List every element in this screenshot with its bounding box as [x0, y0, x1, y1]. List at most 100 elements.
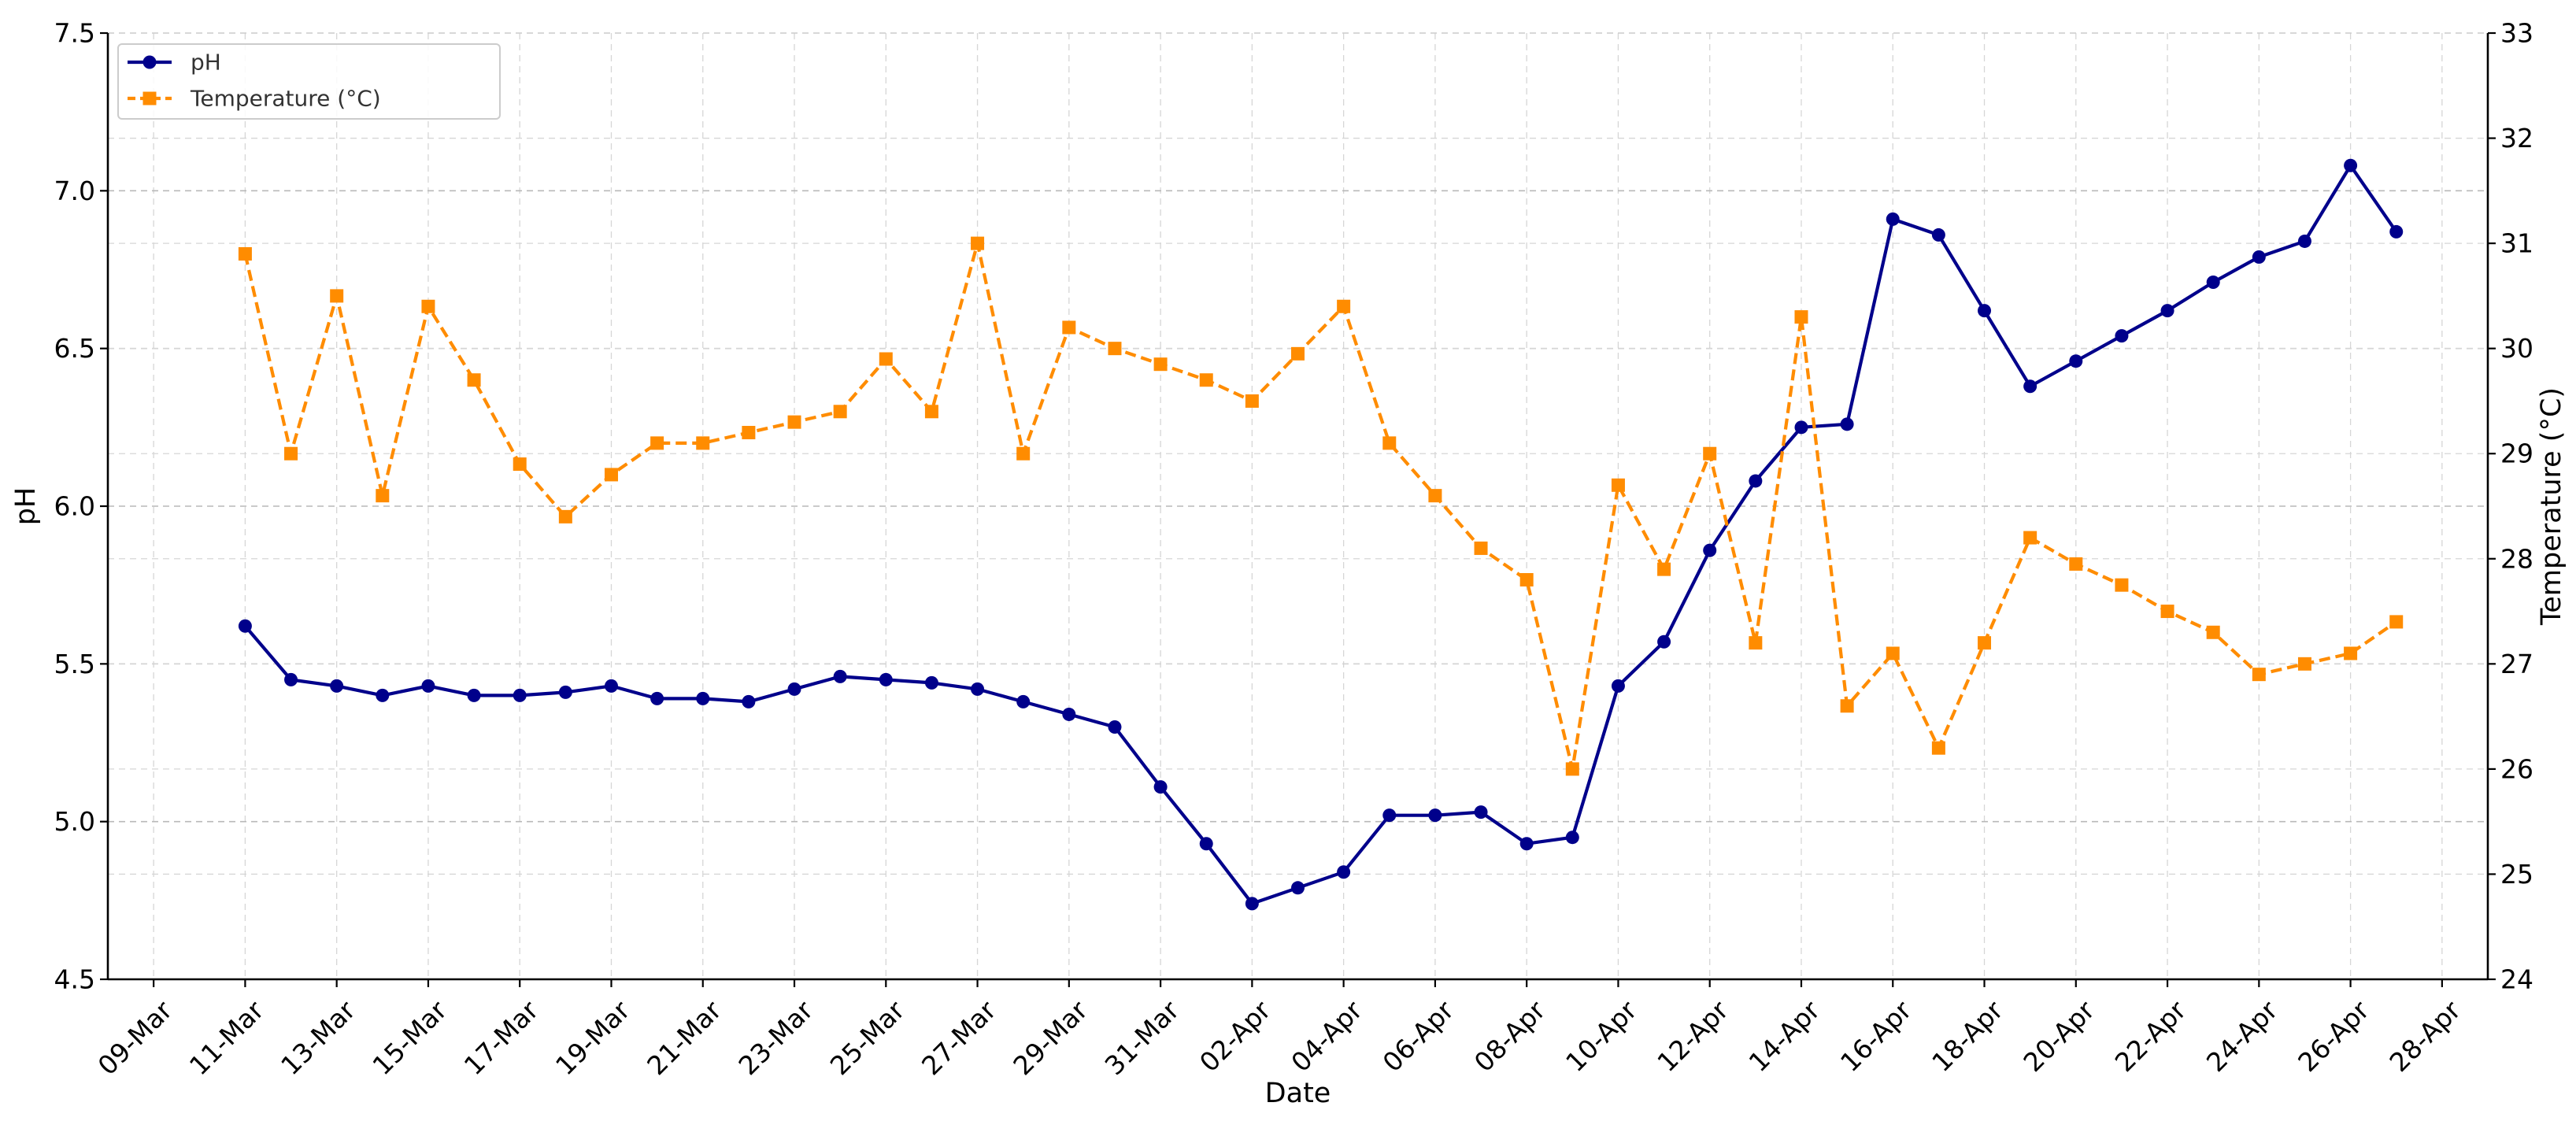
y-left-tick-label: 7.5	[54, 18, 95, 49]
y-left-tick-label: 6.5	[54, 333, 95, 364]
temperature-data-point	[1245, 394, 1259, 408]
x-tick-label: 02-Apr	[1194, 994, 1277, 1078]
ph-data-point	[238, 619, 252, 633]
temperature-data-point	[1428, 489, 1442, 503]
temperature-data-point	[1978, 636, 1992, 650]
x-tick-label: 20-Apr	[2017, 994, 2100, 1078]
x-tick-label: 18-Apr	[1926, 994, 2009, 1078]
temperature-data-point	[1840, 699, 1854, 713]
ph-data-point	[833, 669, 847, 683]
x-tick-label: 24-Apr	[2200, 994, 2284, 1078]
ph-data-point	[787, 682, 801, 696]
ph-data-point	[742, 694, 756, 708]
temperature-data-point	[924, 405, 938, 419]
legend-marker-circle	[142, 55, 157, 69]
temperature-data-point	[421, 299, 435, 313]
temperature-data-point	[330, 289, 344, 303]
ph-data-point	[696, 691, 710, 705]
temperature-data-point	[1519, 572, 1534, 586]
legend: pH Temperature (°C)	[117, 43, 501, 120]
temperature-data-point	[2344, 646, 2358, 660]
ph-data-point	[971, 682, 985, 696]
temperature-data-point	[1657, 562, 1671, 576]
y-left-tick-label: 4.5	[54, 964, 95, 995]
legend-marker-square	[142, 91, 157, 105]
y-right-tick-label: 30	[2500, 333, 2533, 364]
y-right-tick-label: 28	[2500, 543, 2533, 574]
series-layer	[238, 158, 2404, 911]
ph-data-point	[924, 675, 938, 690]
ph-data-point	[1428, 808, 1442, 823]
ph-data-point	[1382, 808, 1397, 823]
y-right-tick-label: 27	[2500, 649, 2533, 679]
temperature-data-point	[1474, 541, 1488, 555]
temperature-data-point	[513, 457, 527, 472]
temperature-data-point	[2115, 578, 2129, 592]
temperature-data-point	[1886, 646, 1900, 660]
x-tick-label: 17-Mar	[458, 994, 545, 1081]
x-tick-label: 08-Apr	[1468, 994, 1552, 1078]
x-tick-label: 13-Mar	[275, 994, 361, 1081]
x-tick-label: 22-Apr	[2109, 994, 2193, 1078]
ph-data-point	[2297, 234, 2311, 248]
temperature-data-point	[1108, 342, 1122, 356]
ph-data-point	[2069, 354, 2083, 368]
ph-data-point	[1245, 897, 1259, 911]
y-left-tick-label: 6.0	[54, 491, 95, 522]
temperature-data-point	[376, 489, 390, 503]
x-tick-label: 31-Mar	[1099, 994, 1186, 1081]
series-line-ph	[243, 164, 2398, 905]
x-tick-label: 28-Apr	[2384, 994, 2467, 1078]
x-tick-label: 14-Apr	[1743, 994, 1827, 1078]
x-tick-label: 23-Mar	[732, 994, 819, 1081]
grid	[108, 32, 2488, 980]
temperature-data-point	[2206, 625, 2220, 639]
ph-data-point	[2115, 329, 2129, 343]
temperature-data-point	[1794, 310, 1808, 324]
legend-label: pH	[191, 50, 221, 76]
temperature-data-point	[2069, 557, 2083, 571]
temperature-data-point	[971, 236, 985, 250]
ph-data-point	[1978, 304, 1992, 318]
y-right-tick-label: 32	[2500, 123, 2533, 154]
x-tick-label: 10-Apr	[1560, 994, 1643, 1078]
temperature-data-point	[1016, 446, 1031, 461]
legend-label: Temperature (°C)	[190, 86, 381, 112]
ph-data-point	[1840, 417, 1854, 431]
y-left-tick-label: 5.0	[54, 806, 95, 837]
x-tick-label: 25-Mar	[824, 994, 911, 1081]
temperature-data-point	[238, 246, 252, 261]
temperature-data-point	[2252, 668, 2266, 682]
ph-data-point	[2389, 224, 2404, 239]
ph-data-point	[467, 688, 481, 702]
ph-data-point	[513, 688, 527, 702]
ph-data-point	[650, 691, 664, 705]
ph-data-point	[2252, 250, 2266, 264]
temperature-data-point	[1382, 436, 1397, 450]
y-right-tick-label: 29	[2500, 438, 2533, 469]
ph-data-point	[1337, 865, 1351, 879]
ph-data-point	[2023, 379, 2037, 394]
ph-data-point	[2160, 304, 2174, 318]
temperature-data-point	[879, 352, 893, 366]
ph-data-point	[558, 685, 572, 699]
legend-box	[117, 43, 501, 120]
ph-data-point	[1519, 837, 1534, 851]
axes: 4.5 5.0 5.5 6.0 6.5 7.0 7.5 24 25 26 27 28 29 30 31 32 3…	[10, 18, 2567, 1110]
ph-data-point	[1703, 543, 1717, 557]
temperature-data-point	[742, 426, 756, 440]
x-tick-label: 21-Mar	[641, 994, 727, 1081]
ph-data-point	[604, 679, 618, 693]
temperature-data-point	[1611, 478, 1625, 492]
ph-data-point	[879, 672, 893, 686]
ph-data-point	[1016, 694, 1031, 708]
temperature-data-point	[558, 509, 572, 524]
ph-data-point	[1886, 212, 1900, 226]
y-right-tick-label: 24	[2500, 964, 2533, 995]
temperature-data-point	[2297, 657, 2311, 671]
temperature-data-point	[1291, 346, 1305, 361]
x-tick-label: 29-Mar	[1007, 994, 1094, 1081]
temperature-data-point	[604, 468, 618, 482]
ph-data-point	[1565, 831, 1579, 845]
